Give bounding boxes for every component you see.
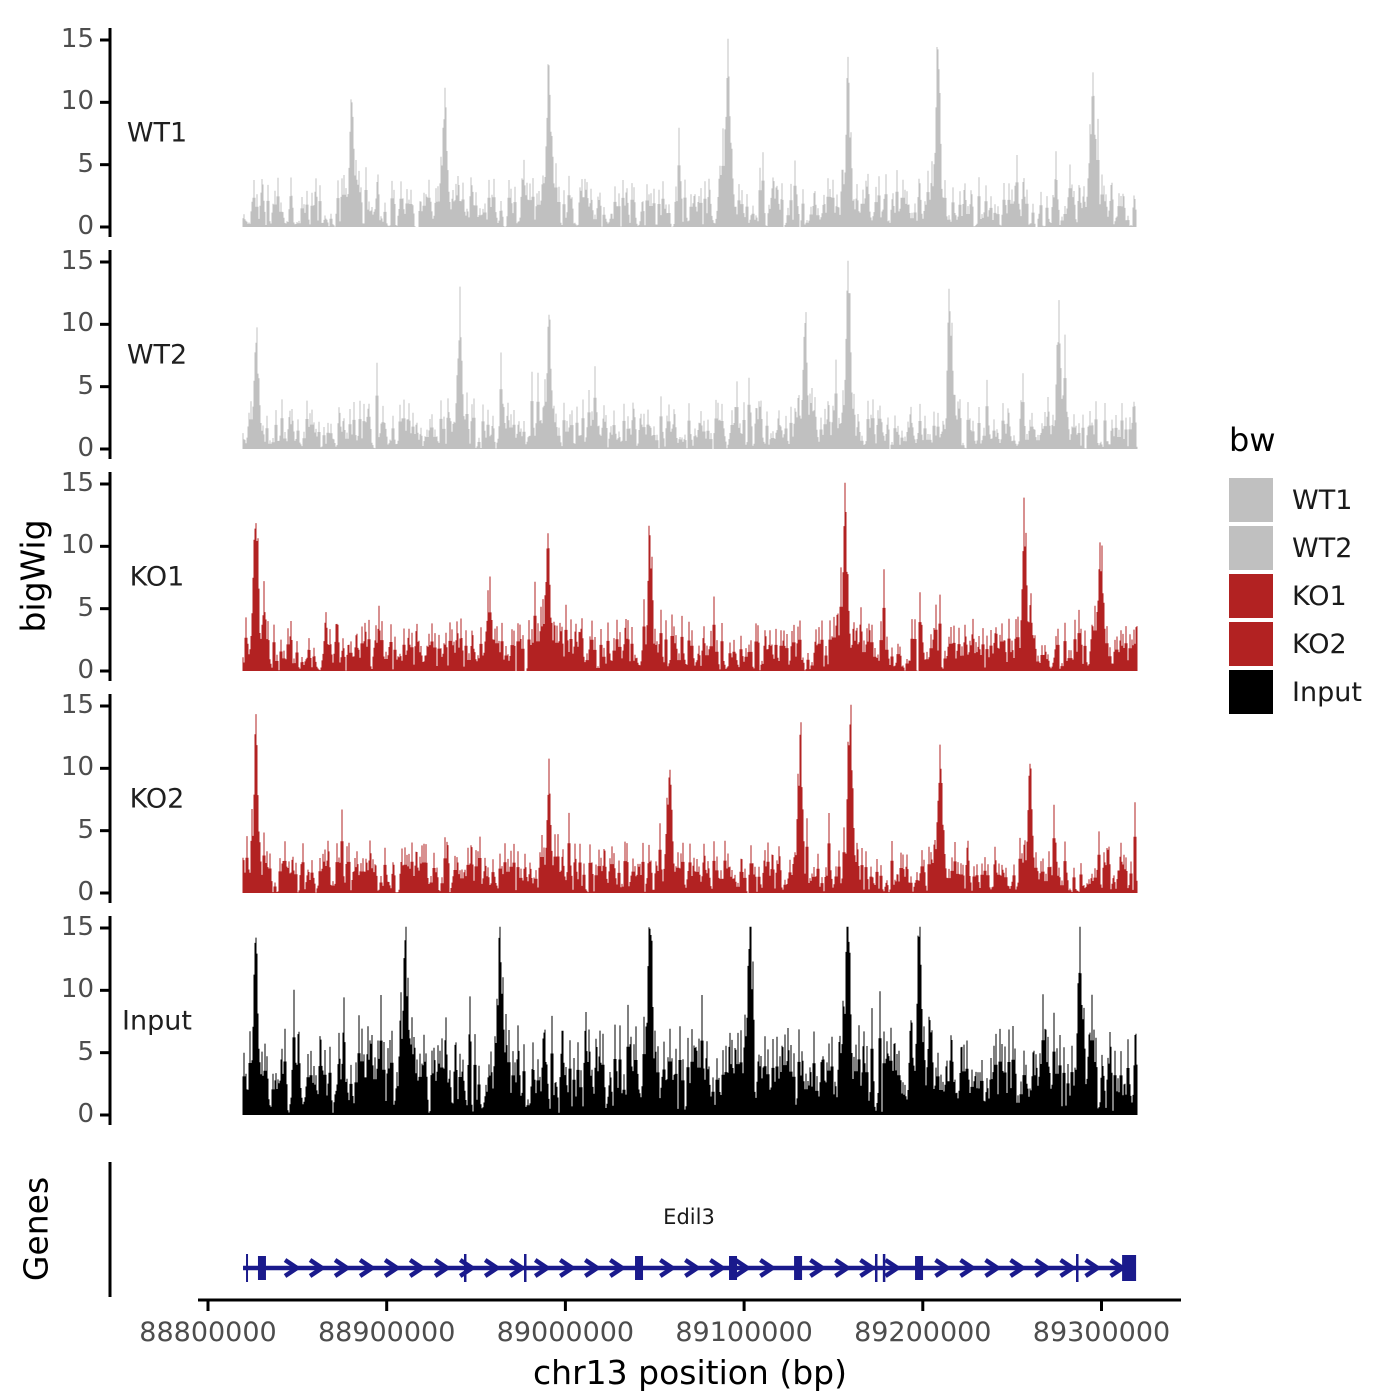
y-tick-label: 5 [77, 1036, 94, 1067]
legend-swatch [1229, 526, 1273, 570]
y-tick-label: 5 [77, 592, 94, 623]
y-tick-label: 0 [77, 432, 94, 463]
y-tick-label: 0 [77, 654, 94, 685]
legend-swatch [1229, 670, 1273, 714]
legend-entry-ko1: KO1 [1229, 574, 1362, 618]
gene-exon [729, 1256, 738, 1280]
genes-panel-title: Genes [16, 1176, 56, 1282]
gene-exon [635, 1256, 644, 1280]
legend-entry-label: Input [1292, 676, 1362, 708]
legend-entry-label: KO1 [1292, 580, 1347, 612]
track-label-wt1: WT1 [126, 117, 188, 149]
track-label-input: Input [122, 1005, 192, 1037]
y-tick-label: 5 [77, 370, 94, 401]
legend-entry-wt1: WT1 [1229, 478, 1362, 522]
legend: bw WT1 WT2 KO1 KO2 Input [1229, 424, 1362, 718]
x-axis-title: chr13 position (bp) [533, 1353, 847, 1392]
x-tick-label: 89200000 [854, 1317, 992, 1348]
y-tick-label: 10 [60, 86, 94, 117]
legend-swatch [1229, 622, 1273, 666]
gene-label: Edil3 [663, 1205, 715, 1229]
x-tick-label: 89300000 [1032, 1317, 1171, 1348]
y-tick-label: 15 [60, 911, 94, 942]
signal-wt1 [242, 38, 1137, 227]
gene-exon [257, 1256, 266, 1280]
legend-swatch [1229, 478, 1273, 522]
legend-entry-ko2: KO2 [1229, 622, 1362, 666]
y-tick-label: 10 [60, 530, 94, 561]
gene-exon [794, 1256, 803, 1280]
legend-title: bw [1229, 421, 1276, 459]
track-label-ko1: KO1 [129, 561, 185, 593]
legend-swatch [1229, 574, 1273, 618]
signal-input [242, 926, 1138, 1115]
x-tick-label: 88800000 [139, 1317, 277, 1348]
legend-entry-wt2: WT2 [1229, 526, 1362, 570]
y-tick-label: 10 [60, 752, 94, 783]
y-tick-label: 0 [77, 1098, 94, 1129]
track-label-ko2: KO2 [129, 783, 185, 815]
legend-entry-label: WT1 [1292, 484, 1353, 516]
signal-ko2 [242, 704, 1138, 893]
track-label-wt2: WT2 [126, 339, 188, 371]
y-tick-label: 15 [60, 689, 94, 720]
y-tick-label: 10 [60, 308, 94, 339]
x-tick-label: 89000000 [496, 1317, 635, 1348]
y-tick-label: 15 [60, 245, 94, 276]
signal-ko1 [242, 482, 1138, 671]
y-tick-label: 15 [60, 467, 94, 498]
y-tick-label: 5 [77, 148, 94, 179]
legend-entry-label: WT2 [1292, 532, 1353, 564]
x-tick-label: 89100000 [675, 1317, 813, 1348]
y-tick-label: 10 [60, 974, 94, 1005]
signal-wt2 [242, 260, 1138, 449]
y-tick-label: 5 [77, 814, 94, 845]
gene-terminal-exon [1122, 1255, 1137, 1281]
legend-entry-input: Input [1229, 670, 1362, 714]
y-tick-label: 0 [77, 876, 94, 907]
y-tick-label: 0 [77, 210, 94, 241]
legend-entries: WT1 WT2 KO1 KO2 Input [1229, 478, 1362, 714]
x-tick-label: 88900000 [317, 1317, 456, 1348]
y-tick-label: 15 [60, 23, 94, 54]
legend-entry-label: KO2 [1292, 628, 1347, 660]
gene-exon [915, 1256, 924, 1280]
